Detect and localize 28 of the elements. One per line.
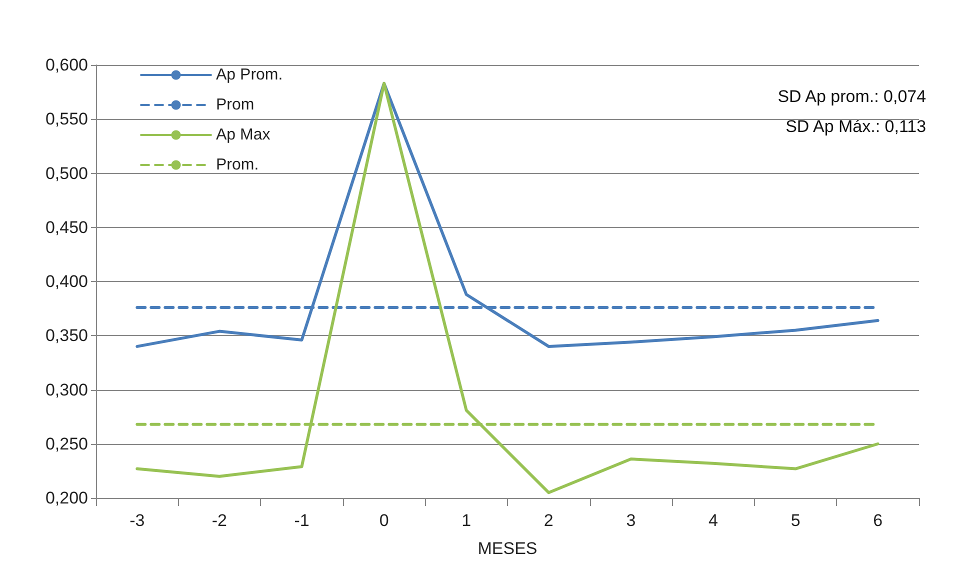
- y-tick-label: 0,600: [45, 56, 88, 74]
- legend-label: Ap Prom.: [216, 66, 283, 84]
- x-tick-label: 3: [626, 511, 636, 530]
- x-axis-title: MESES: [478, 539, 538, 558]
- line-series: [136, 82, 880, 494]
- y-tick-label: 0,450: [45, 218, 88, 237]
- x-tick-label: 0: [379, 511, 389, 530]
- y-tick-label: 0,550: [45, 110, 88, 129]
- x-tick-label: 4: [708, 511, 718, 530]
- y-tick-label: 0,200: [45, 488, 88, 508]
- x-tick-label: 1: [462, 511, 472, 530]
- annotation: SD Ap prom.: 0,074: [778, 87, 926, 106]
- y-tick-label: 0,400: [45, 272, 88, 291]
- legend-label: Prom.: [216, 156, 259, 174]
- legend-label: Ap Max: [216, 126, 270, 144]
- legend-label: Prom: [216, 96, 254, 114]
- x-tick-label: -1: [294, 511, 310, 530]
- x-tick-label: 5: [790, 511, 800, 530]
- y-tick-label: 0,300: [45, 380, 88, 400]
- x-tick-label: 2: [544, 511, 554, 530]
- annotation: SD Ap Máx.: 0,113: [786, 117, 926, 136]
- x-tick-label: 6: [873, 511, 883, 530]
- x-tick-label: -2: [212, 511, 228, 530]
- x-tick-label: -3: [130, 511, 145, 530]
- y-tick-label: 0,500: [45, 164, 88, 183]
- y-tick-label: 0,350: [45, 326, 88, 346]
- y-tick-label: 0,250: [45, 434, 88, 454]
- line-series: [136, 82, 880, 348]
